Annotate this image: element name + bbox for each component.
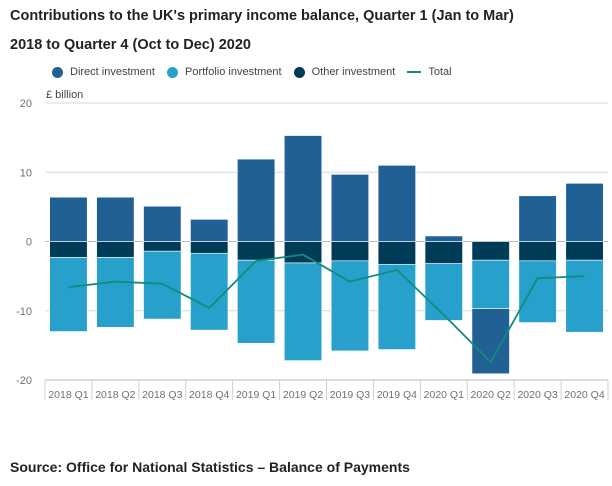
bar-segment [190,219,229,242]
bar-segment [330,174,370,242]
bars [49,135,604,375]
bar-segment [237,259,276,344]
legend-swatch-portfolio [166,66,178,78]
y-tick-label: 0 [26,237,32,249]
bar-segment [565,241,604,261]
bar-segment [471,241,510,261]
bar-segment [330,241,370,262]
title-line-2: 2018 to Quarter 4 (Oct to Dec) 2020 [10,37,251,53]
bar-segment [49,257,88,332]
bar-segment [143,205,182,242]
x-tick-label: 2019 Q3 [330,389,370,401]
x-tick-label: 2018 Q3 [142,389,182,401]
legend-swatch-total [407,71,422,73]
y-axis-label: £ billion [46,89,83,101]
y-tick-label: -10 [16,306,32,318]
x-tick-label: 2018 Q4 [189,389,229,401]
legend-item-other: Other investment [293,66,396,78]
bar-segment [424,263,463,321]
x-tick-label: 2019 Q2 [283,389,323,401]
legend-swatch-direct [52,66,63,78]
chart-title: Contributions to the UK's primary income… [10,2,605,60]
bar-segment [283,241,323,264]
legend-item-portfolio: Portfolio investment [166,66,282,78]
y-tick-label: 10 [20,167,32,179]
x-tick-labels: 2018 Q1 2018 Q2 2018 Q3 2018 Q4 2019 Q1 2019 … [48,389,605,401]
total-line [68,253,585,364]
x-tick-label: 2019 Q4 [377,389,417,401]
bar-segment [96,241,135,258]
bar-segment [237,241,276,261]
bar-segment [377,264,416,350]
total-series-line [68,253,585,364]
bar-segment [283,262,323,361]
bar-segment [565,183,604,242]
grid-lines [44,102,609,400]
y-tick-labels: 20 10 0 -10 -20 [16,98,32,387]
bar-segment [143,241,182,252]
legend-label-other: Other investment [311,66,396,78]
x-tick-label: 2020 Q2 [471,389,511,401]
legend-item-total: Total [407,66,452,78]
legend-label-portfolio: Portfolio investment [184,66,282,78]
bar-segment [283,135,323,242]
y-tick-label: 20 [20,98,32,110]
legend-swatch-other [293,66,305,78]
bar-segment [424,241,463,264]
bar-segment [96,257,135,328]
x-tick-label: 2020 Q4 [564,389,604,401]
bar-segment [237,158,276,242]
x-tick-label: 2018 Q2 [95,389,135,401]
legend: Direct investment Portfolio investment O… [52,64,464,80]
bar-segment [190,241,229,254]
bar-segment [143,250,182,320]
bar-segment [49,196,88,242]
bar-segment [424,235,463,242]
x-tick-label: 2020 Q1 [424,389,464,401]
bar-segment [330,260,370,352]
bar-segment [518,241,557,262]
bar-segment [377,241,416,265]
bar-segment [377,165,416,242]
legend-label-direct: Direct investment [70,66,155,78]
bar-segment [518,260,557,323]
bar-segment [565,259,604,333]
bar-segment [96,196,135,242]
source-note: Source: Office for National Statistics –… [10,459,410,475]
x-tick-label: 2019 Q1 [236,389,276,401]
bar-segment [49,241,88,258]
bar-segment [190,252,229,331]
x-tick-label: 2020 Q3 [517,389,557,401]
bar-segment [471,259,510,309]
legend-item-direct: Direct investment [52,66,155,78]
y-tick-label: -20 [16,375,32,387]
x-tick-label: 2018 Q1 [48,389,88,401]
bar-segment [471,308,510,375]
legend-label-total: Total [428,66,452,78]
title-line-1: Contributions to the UK's primary income… [10,8,514,24]
bar-segment [518,195,557,242]
